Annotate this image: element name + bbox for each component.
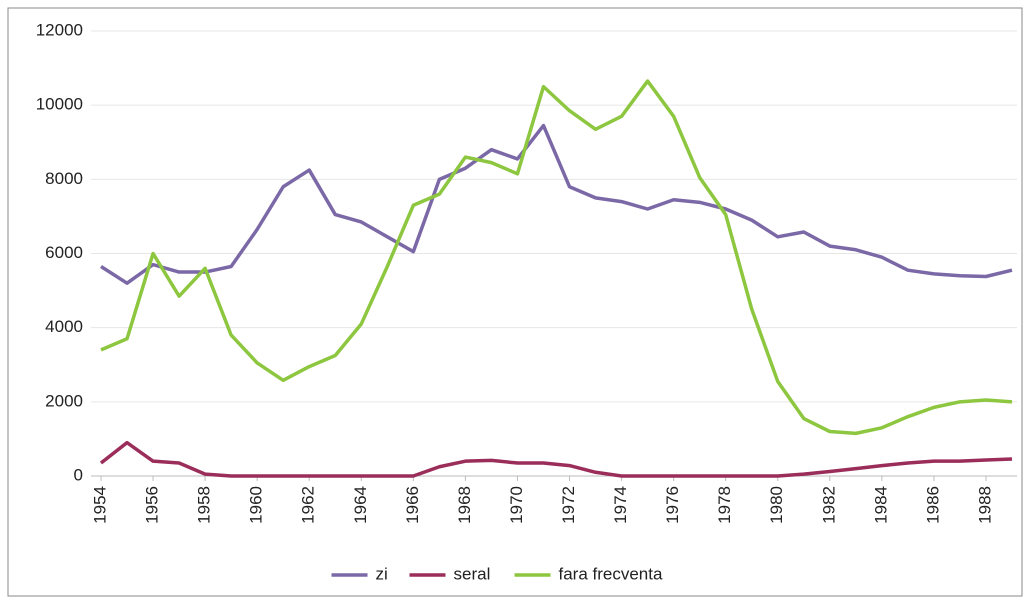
x-tick-label: 1968 [455,486,474,524]
y-tick-label: 6000 [45,243,83,262]
line [100,123,1013,285]
y-tick-label: 8000 [45,169,83,188]
x-tick-label: 1956 [143,486,162,524]
legend-label: seral [454,564,491,583]
x-tick-label: 1954 [90,486,109,524]
y-tick-label: 12000 [36,20,83,39]
x-tick-label: 1984 [871,486,890,524]
legend-label: fara frecventa [559,564,663,583]
x-tick-label: 1962 [299,486,318,524]
line [99,440,1013,478]
legend-label: zi [376,564,388,583]
line [100,79,1013,436]
y-tick-label: 0 [74,465,83,484]
x-tick-label: 1976 [663,486,682,524]
y-tick-label: 2000 [45,391,83,410]
x-tick-label: 1978 [715,486,734,524]
x-tick-label: 1966 [403,486,422,524]
x-tick-label: 1988 [975,486,994,524]
x-tick-label: 1982 [819,486,838,524]
x-tick-label: 1974 [611,486,630,524]
y-tick-label: 4000 [45,317,83,336]
x-tick-label: 1964 [351,486,370,524]
x-tick-label: 1960 [247,486,266,524]
y-tick-label: 10000 [36,95,83,114]
x-tick-label: 1958 [195,486,214,524]
x-tick-label: 1970 [507,486,526,524]
x-tick-label: 1980 [767,486,786,524]
x-tick-label: 1986 [923,486,942,524]
chart-border [7,7,1023,597]
x-tick-label: 1972 [559,486,578,524]
